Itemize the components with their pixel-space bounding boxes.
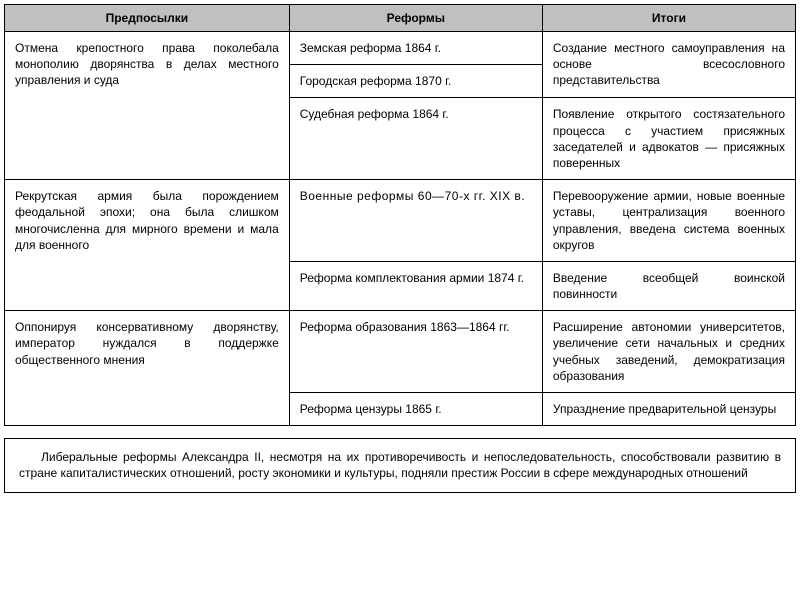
cell-reform: Реформа образования 1863—1864 гг.: [289, 311, 542, 393]
cell-result: Появление открытого состязательного проц…: [542, 98, 795, 180]
cell-result: Расширение автономии университетов, увел…: [542, 311, 795, 393]
cell-result: Введение всеобщей воинской повинности: [542, 261, 795, 310]
cell-prerequisite: Оппонируя консервативному дворянству, им…: [5, 311, 290, 426]
table-row: Рекрутская армия была порождением феодал…: [5, 180, 796, 262]
cell-result: Перевооружение армии, новые военные уста…: [542, 180, 795, 262]
cell-reform: Военные реформы 60—70-х гг. XIX в.: [289, 180, 542, 262]
reforms-table: Предпосылки Реформы Итоги Отмена крепост…: [4, 4, 796, 426]
cell-reform: Судебная реформа 1864 г.: [289, 98, 542, 180]
summary-text: Либеральные реформы Александра II, несмо…: [4, 438, 796, 492]
cell-prerequisite: Отмена крепостного права поколебала моно…: [5, 32, 290, 180]
cell-reform: Реформа цензуры 1865 г.: [289, 393, 542, 426]
header-reforms: Реформы: [289, 5, 542, 32]
cell-result: Создание местного самоуправления на осно…: [542, 32, 795, 98]
cell-reform: Реформа комплектования армии 1874 г.: [289, 261, 542, 310]
cell-prerequisite: Рекрутская армия была порождением феодал…: [5, 180, 290, 311]
table-row: Отмена крепостного права поколебала моно…: [5, 32, 796, 65]
cell-result: Упразднение предварительной цензуры: [542, 393, 795, 426]
table-header-row: Предпосылки Реформы Итоги: [5, 5, 796, 32]
table-row: Оппонируя консервативному дворянству, им…: [5, 311, 796, 393]
header-results: Итоги: [542, 5, 795, 32]
cell-reform: Городская реформа 1870 г.: [289, 65, 542, 98]
header-prerequisites: Предпосылки: [5, 5, 290, 32]
cell-reform: Земская реформа 1864 г.: [289, 32, 542, 65]
